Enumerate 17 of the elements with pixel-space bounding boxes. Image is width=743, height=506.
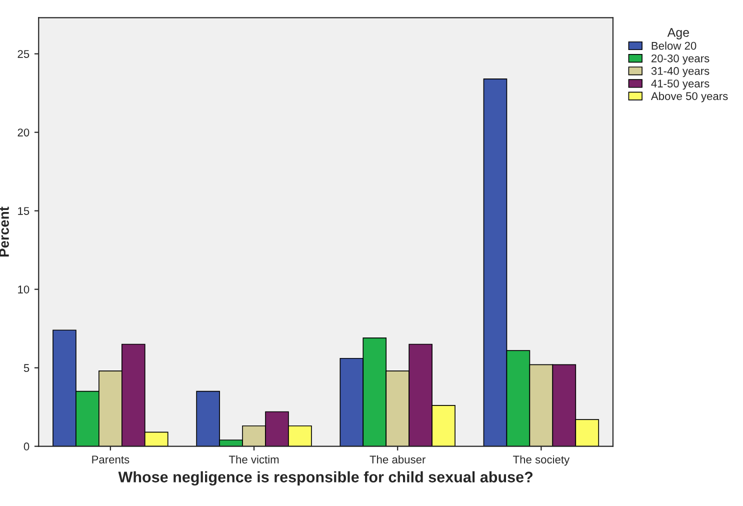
legend-label: Above 50 years <box>650 92 728 102</box>
legend-title: Age <box>667 28 689 40</box>
x-tick-label: The society <box>513 455 570 466</box>
y-tick-label: 20 <box>18 128 30 136</box>
y-tick-label: 5 <box>24 364 30 372</box>
y-tick-label: 0 <box>24 442 30 450</box>
x-axis-title: Whose negligence is responsible for child sexual abuse? <box>118 471 533 486</box>
x-tick-label: The abuser <box>370 455 426 464</box>
y-tick-label: 15 <box>18 207 30 215</box>
legend-label: Below 20 <box>652 42 696 50</box>
legend-label: 31-40 years <box>651 67 710 78</box>
y-tick-label: 25 <box>18 50 30 58</box>
legend-label: 41-50 years <box>651 80 710 90</box>
x-tick-label: The victim <box>228 455 279 464</box>
y-tick-label: 10 <box>18 286 30 294</box>
x-tick-label: Parents <box>92 456 130 464</box>
legend-label: 20-30 years <box>652 54 710 65</box>
